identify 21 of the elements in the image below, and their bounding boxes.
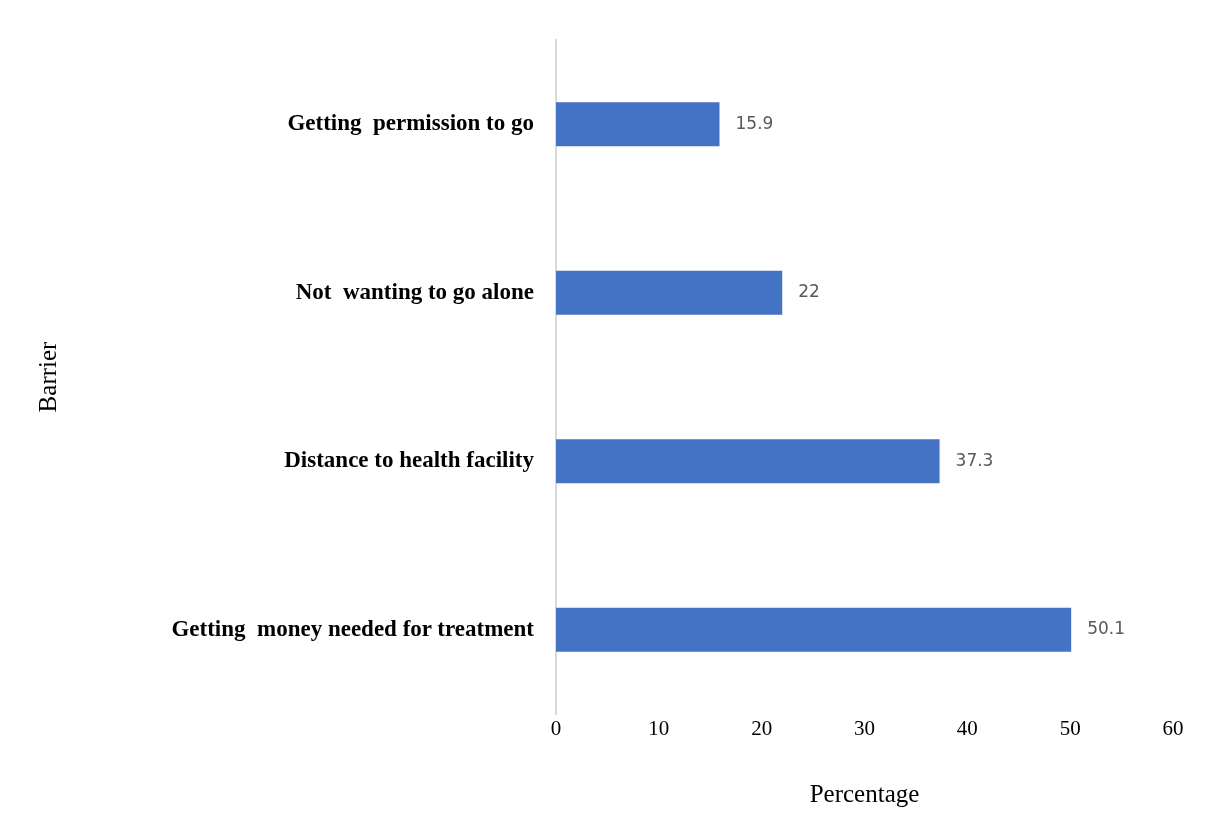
- x-tick-label: 20: [751, 716, 773, 741]
- data-label: 37.3: [955, 449, 994, 470]
- data-label: 50.1: [1087, 618, 1126, 639]
- x-tick-label: 10: [648, 716, 670, 741]
- x-tick-label: 60: [1162, 716, 1184, 741]
- x-tick-label: 0: [550, 716, 562, 741]
- data-label: 22: [798, 281, 820, 302]
- bar: [556, 102, 720, 147]
- bar: [556, 439, 940, 484]
- y-tick-label: Distance to health facility: [284, 447, 535, 473]
- y-tick-label: Getting money needed for treatment: [171, 615, 535, 641]
- data-label: 15.9: [735, 112, 774, 133]
- y-axis-title: Barrier: [33, 340, 61, 413]
- x-tick-label: 40: [956, 716, 978, 741]
- x-tick-label: 50: [1059, 716, 1081, 741]
- bar: [556, 270, 783, 315]
- y-tick-label: Not wanting to go alone: [295, 278, 534, 304]
- x-tick-label: 30: [854, 716, 875, 741]
- y-tick-label: Getting permission to go: [287, 110, 534, 136]
- x-axis-title: Percentage: [809, 779, 920, 807]
- bar: [556, 607, 1072, 652]
